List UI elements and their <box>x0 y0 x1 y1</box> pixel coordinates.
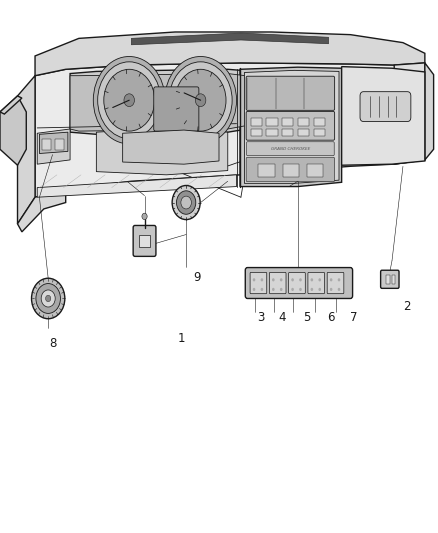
Circle shape <box>93 56 165 144</box>
Circle shape <box>338 278 340 281</box>
Polygon shape <box>39 132 68 154</box>
Text: GRAND CHEROKEE: GRAND CHEROKEE <box>271 147 310 151</box>
FancyBboxPatch shape <box>381 270 399 288</box>
Polygon shape <box>244 70 339 183</box>
FancyBboxPatch shape <box>327 272 344 294</box>
Circle shape <box>181 196 191 209</box>
FancyBboxPatch shape <box>247 142 334 156</box>
Circle shape <box>169 62 232 139</box>
Polygon shape <box>240 67 342 187</box>
Polygon shape <box>0 96 22 114</box>
Text: 8: 8 <box>49 337 56 350</box>
Circle shape <box>330 278 332 281</box>
FancyBboxPatch shape <box>289 272 305 294</box>
Circle shape <box>299 278 302 281</box>
Circle shape <box>318 288 321 291</box>
Polygon shape <box>37 175 237 197</box>
Circle shape <box>41 290 55 307</box>
Circle shape <box>253 288 255 291</box>
Circle shape <box>299 288 302 291</box>
Polygon shape <box>0 96 26 165</box>
FancyBboxPatch shape <box>245 268 353 298</box>
Polygon shape <box>37 129 70 164</box>
Bar <box>139 235 150 247</box>
Text: 3: 3 <box>257 311 264 324</box>
Text: 5: 5 <box>303 311 310 324</box>
Circle shape <box>291 288 294 291</box>
Circle shape <box>330 288 332 291</box>
Circle shape <box>311 288 313 291</box>
Text: 7: 7 <box>350 311 358 324</box>
Circle shape <box>318 278 321 281</box>
Text: 1: 1 <box>178 332 186 345</box>
Bar <box>298 118 309 126</box>
Bar <box>266 118 278 126</box>
Bar <box>314 118 325 126</box>
Polygon shape <box>123 130 219 164</box>
Circle shape <box>311 278 313 281</box>
Circle shape <box>272 288 275 291</box>
Circle shape <box>165 56 237 144</box>
Polygon shape <box>96 128 228 175</box>
Bar <box>314 129 325 136</box>
Circle shape <box>291 278 294 281</box>
Bar <box>42 139 51 150</box>
Bar <box>282 118 293 126</box>
Circle shape <box>32 278 65 319</box>
Polygon shape <box>342 67 425 165</box>
Circle shape <box>253 278 255 281</box>
Bar <box>307 164 323 177</box>
Polygon shape <box>18 76 35 224</box>
Bar <box>266 129 278 136</box>
Polygon shape <box>18 189 66 232</box>
Polygon shape <box>131 33 328 45</box>
FancyBboxPatch shape <box>246 111 335 140</box>
Circle shape <box>175 69 226 131</box>
Bar <box>386 275 390 284</box>
Polygon shape <box>70 69 254 134</box>
Bar <box>282 129 293 136</box>
Polygon shape <box>394 63 425 164</box>
Circle shape <box>338 288 340 291</box>
Text: 9: 9 <box>193 271 201 284</box>
FancyBboxPatch shape <box>246 76 335 110</box>
Circle shape <box>124 94 134 107</box>
FancyBboxPatch shape <box>133 225 156 256</box>
Circle shape <box>195 94 206 107</box>
Polygon shape <box>70 74 245 131</box>
FancyBboxPatch shape <box>360 92 411 122</box>
Circle shape <box>98 62 161 139</box>
Bar <box>392 275 395 284</box>
Circle shape <box>177 191 196 214</box>
Bar <box>258 164 275 177</box>
Circle shape <box>142 213 147 220</box>
Bar <box>55 139 64 150</box>
Text: 2: 2 <box>403 300 411 313</box>
Circle shape <box>261 278 263 281</box>
Circle shape <box>272 278 275 281</box>
Bar <box>283 164 299 177</box>
Text: 4: 4 <box>279 311 286 324</box>
Bar <box>298 129 309 136</box>
FancyBboxPatch shape <box>250 272 267 294</box>
Circle shape <box>261 288 263 291</box>
FancyBboxPatch shape <box>308 272 325 294</box>
FancyBboxPatch shape <box>154 87 199 131</box>
Polygon shape <box>35 63 425 197</box>
Polygon shape <box>425 63 434 160</box>
Text: 6: 6 <box>327 311 335 324</box>
Circle shape <box>172 185 200 220</box>
Circle shape <box>104 69 155 131</box>
Bar <box>251 129 262 136</box>
Polygon shape <box>35 32 425 76</box>
Circle shape <box>280 278 283 281</box>
Circle shape <box>280 288 283 291</box>
Circle shape <box>46 295 51 302</box>
Circle shape <box>36 284 60 313</box>
FancyBboxPatch shape <box>246 157 335 182</box>
Bar <box>251 118 262 126</box>
FancyBboxPatch shape <box>269 272 286 294</box>
